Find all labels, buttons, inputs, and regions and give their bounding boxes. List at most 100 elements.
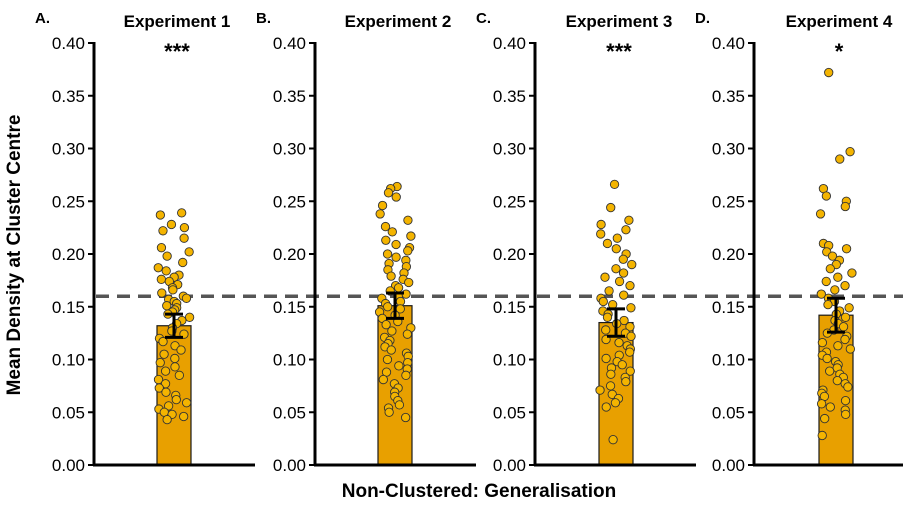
data-point <box>184 312 195 322</box>
y-tick-label: 0.15 <box>273 298 306 317</box>
data-point <box>614 276 625 287</box>
data-point <box>625 280 635 291</box>
points-group <box>595 179 637 445</box>
data-point <box>386 271 396 281</box>
data-point <box>160 366 171 376</box>
data-point <box>394 361 404 371</box>
data-point <box>840 409 851 420</box>
data-point <box>625 347 635 357</box>
panel-1: 0.00 0.05 0.10 0.15 0.20 0.25 0.30 0.35 0.40A. Ex… <box>35 10 255 475</box>
data-point <box>179 411 189 422</box>
y-tick-label: 0.35 <box>712 87 745 106</box>
data-point <box>382 354 393 365</box>
y-tick-label: 0.40 <box>273 34 306 53</box>
data-point <box>382 249 393 259</box>
data-point <box>840 312 851 322</box>
data-point <box>602 238 613 249</box>
data-point <box>845 147 855 157</box>
data-point <box>822 353 832 364</box>
data-point <box>171 394 181 405</box>
data-point <box>841 244 852 254</box>
y-tick-label: 0.40 <box>493 34 526 53</box>
data-point <box>825 264 835 274</box>
y-tick-label: 0.05 <box>52 403 85 422</box>
data-point <box>833 341 843 351</box>
data-point <box>817 430 827 441</box>
x-axis-title: Non-Clustered: Generalisation <box>342 481 617 502</box>
data-point <box>596 229 606 239</box>
data-point <box>598 296 608 307</box>
y-tick-label: 0.10 <box>273 351 306 370</box>
data-point <box>153 263 163 273</box>
data-point <box>618 254 628 264</box>
data-point <box>391 252 401 262</box>
data-point <box>394 400 405 410</box>
data-point <box>624 215 634 225</box>
data-point <box>611 244 621 254</box>
y-tick-label: 0.25 <box>493 192 526 211</box>
data-point <box>610 398 621 408</box>
data-point <box>606 202 616 213</box>
data-point <box>609 179 620 190</box>
data-point <box>844 303 854 313</box>
y-tick-label: 0.05 <box>273 403 306 422</box>
data-point <box>626 331 636 341</box>
y-tick-label: 0.05 <box>493 403 526 422</box>
y-axis-title: Mean Density at Cluster Centre <box>4 115 25 396</box>
data-point <box>827 251 838 261</box>
panel-letter: A. <box>35 10 50 27</box>
panel-4: 0.00 0.05 0.10 0.15 0.20 0.25 0.30 0.35 0.40D. Ex… <box>695 10 903 475</box>
y-tick-label: 0.30 <box>273 140 306 159</box>
data-point <box>387 326 397 336</box>
data-point <box>830 285 840 295</box>
data-point <box>614 337 624 348</box>
data-point <box>600 272 610 282</box>
data-point <box>155 210 166 220</box>
data-point <box>170 353 180 364</box>
y-tick-label: 0.00 <box>493 456 526 475</box>
data-point <box>159 349 169 359</box>
data-point <box>387 227 397 237</box>
data-point <box>406 231 416 241</box>
data-point <box>601 353 611 364</box>
data-point <box>817 337 828 348</box>
data-point <box>824 67 834 78</box>
data-point <box>820 413 830 424</box>
data-point <box>158 336 168 347</box>
data-point <box>840 201 850 212</box>
data-point <box>402 329 413 339</box>
y-tick-label: 0.10 <box>493 351 526 370</box>
data-point <box>625 366 635 376</box>
data-point <box>170 362 180 372</box>
data-point <box>155 358 165 368</box>
y-tick-label: 0.20 <box>52 245 85 264</box>
y-tick-label: 0.20 <box>493 245 526 264</box>
data-point <box>618 268 629 278</box>
data-point <box>611 264 621 274</box>
y-tick-label: 0.25 <box>273 192 306 211</box>
y-tick-label: 0.40 <box>52 34 85 53</box>
y-tick-label: 0.25 <box>712 192 745 211</box>
data-point <box>384 407 394 417</box>
data-point <box>154 383 164 393</box>
data-point <box>161 387 171 397</box>
y-tick-label: 0.15 <box>493 298 526 317</box>
y-tick-label: 0.30 <box>712 140 745 159</box>
data-point <box>380 221 391 232</box>
y-tick-label: 0.35 <box>52 87 85 106</box>
significance-marker: *** <box>164 39 190 64</box>
data-point <box>595 385 605 395</box>
data-point <box>377 200 388 211</box>
data-point <box>625 322 635 332</box>
data-point <box>838 322 849 332</box>
data-point <box>608 435 618 445</box>
data-point <box>168 285 178 295</box>
y-tick-label: 0.30 <box>493 140 526 159</box>
data-point <box>823 299 833 310</box>
panels-group: 0.000.050.100.150.200.250.300.350.40A. Ex… <box>35 10 903 475</box>
data-point <box>621 225 631 235</box>
significance-marker: *** <box>606 39 632 64</box>
data-point <box>157 288 167 298</box>
data-point <box>816 399 827 409</box>
data-point <box>393 283 404 293</box>
